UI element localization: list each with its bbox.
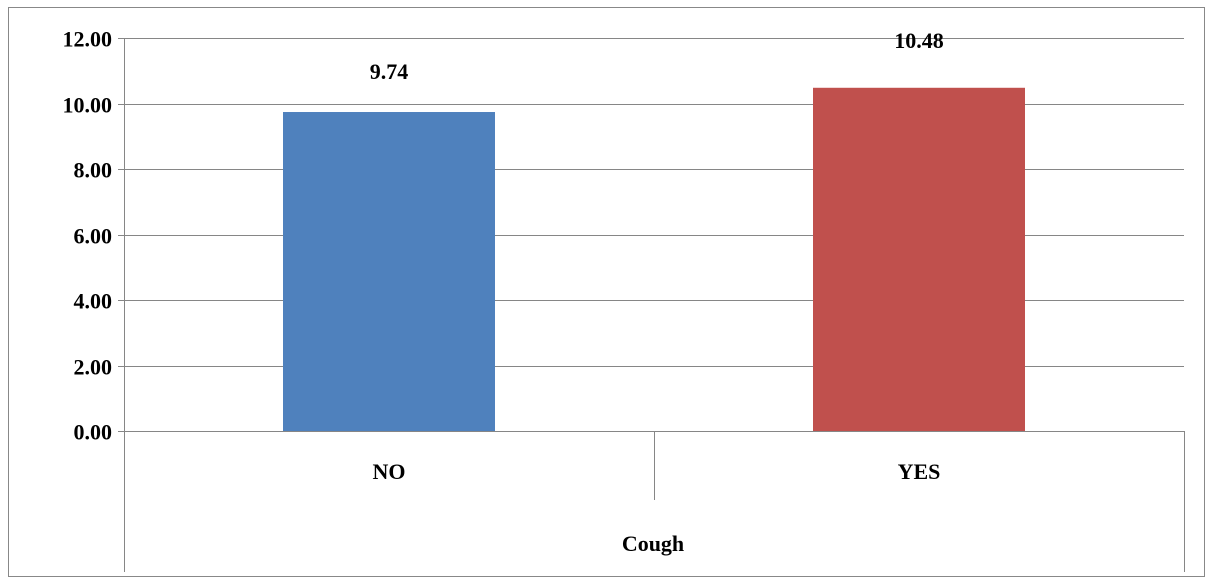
data-label: 10.48: [894, 28, 944, 53]
y-tick-label: 12.00: [63, 27, 113, 52]
data-labels: 9.74 10.48: [370, 28, 944, 84]
bars: [283, 87, 1025, 431]
bar-yes: [813, 87, 1025, 431]
y-tick-label: 10.00: [63, 93, 113, 118]
y-tick-label: 0.00: [74, 420, 113, 445]
category-label: NO: [373, 459, 406, 484]
y-tick-label: 4.00: [74, 289, 113, 314]
y-tick-labels: 0.00 2.00 4.00 6.00 8.00 10.00 12.00: [63, 27, 113, 445]
y-tick-label: 2.00: [74, 355, 113, 380]
y-tick-label: 8.00: [74, 158, 113, 183]
data-label: 9.74: [370, 59, 409, 84]
bar-no: [283, 112, 495, 431]
category-label: YES: [898, 459, 941, 484]
category-labels: NO YES: [373, 459, 941, 484]
y-tick-label: 6.00: [74, 224, 113, 249]
axes: [118, 38, 1185, 572]
chart-border: [8, 7, 1205, 577]
x-group-label: Cough: [622, 531, 684, 556]
